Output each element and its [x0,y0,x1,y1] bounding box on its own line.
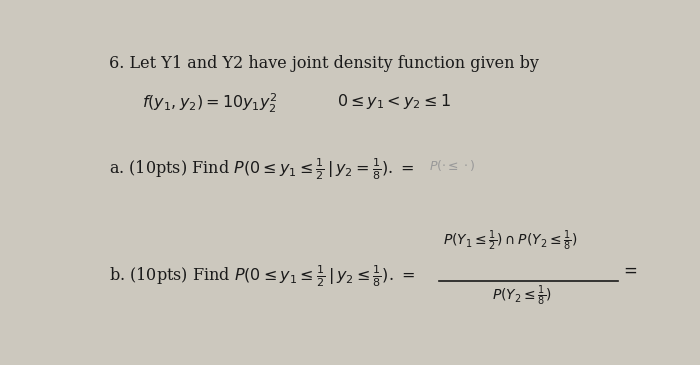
Text: $=$: $=$ [620,262,638,278]
Text: b. (10pts) Find $P(0 \leq y_1 \leq \frac{1}{2}\,|\,y_2 \leq \frac{1}{8})$. $=$: b. (10pts) Find $P(0 \leq y_1 \leq \frac… [109,263,416,289]
Text: $P(Y_1 \leq \frac{1}{2}) \cap P(Y_2 \leq \frac{1}{8})$: $P(Y_1 \leq \frac{1}{2}) \cap P(Y_2 \leq… [443,229,578,253]
Text: 6. Let Y1 and Y2 have joint density function given by: 6. Let Y1 and Y2 have joint density func… [109,55,539,72]
Text: $0 \leq y_1 < y_2 \leq 1$: $0 \leq y_1 < y_2 \leq 1$ [337,92,451,111]
Text: a. (10pts) Find $P(0 \leq y_1 \leq \frac{1}{2}\,|\,y_2 = \frac{1}{8})$. $=$: a. (10pts) Find $P(0 \leq y_1 \leq \frac… [109,156,415,182]
Text: $f(y_1, y_2) = 10y_1 y_2^2$: $f(y_1, y_2) = 10y_1 y_2^2$ [141,92,277,115]
Text: $P(Y_2 \leq \frac{1}{8})$: $P(Y_2 \leq \frac{1}{8})$ [491,283,552,308]
Text: $P(\cdot \leq \cdot)$: $P(\cdot \leq \cdot)$ [429,158,476,173]
